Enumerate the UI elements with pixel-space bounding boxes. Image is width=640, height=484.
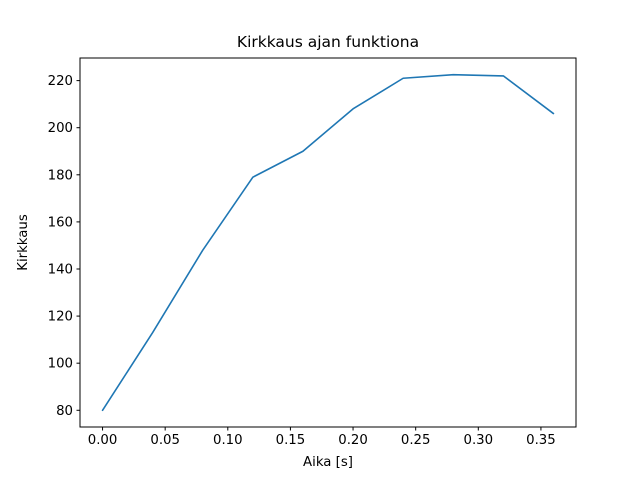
x-tick-label: 0.25	[401, 433, 431, 448]
x-tick-label: 0.35	[526, 433, 556, 448]
y-tick-label: 80	[56, 404, 73, 419]
y-tick-label: 100	[48, 357, 73, 372]
x-tick-label: 0.20	[338, 433, 368, 448]
brightness-line	[101, 73, 555, 412]
x-tick-label: 0.30	[463, 433, 493, 448]
y-tick-label: 120	[48, 310, 73, 325]
x-axis-label: Aika [s]	[303, 455, 353, 470]
y-tick-label: 160	[48, 215, 73, 230]
y-tick-label: 220	[48, 74, 73, 89]
chart-title: Kirkkaus ajan funktiona	[237, 33, 419, 51]
x-axis-ticks: 0.00 0.05 0.10 0.15 0.20 0.25 0.30 0.35	[88, 427, 556, 448]
x-tick-label: 0.15	[276, 433, 306, 448]
x-tick-label: 0.10	[213, 433, 243, 448]
x-tick-label: 0.00	[88, 433, 118, 448]
x-tick-label: 0.05	[150, 433, 180, 448]
plot-area-border	[79, 57, 577, 428]
y-tick-label: 200	[48, 121, 73, 136]
data-series	[101, 73, 555, 412]
y-tick-label: 180	[48, 168, 73, 183]
y-axis-label: Kirkkaus	[16, 214, 31, 271]
y-tick-label: 140	[48, 262, 73, 277]
y-axis-ticks: 80 100 120 140 160 180 200 220	[48, 74, 80, 419]
